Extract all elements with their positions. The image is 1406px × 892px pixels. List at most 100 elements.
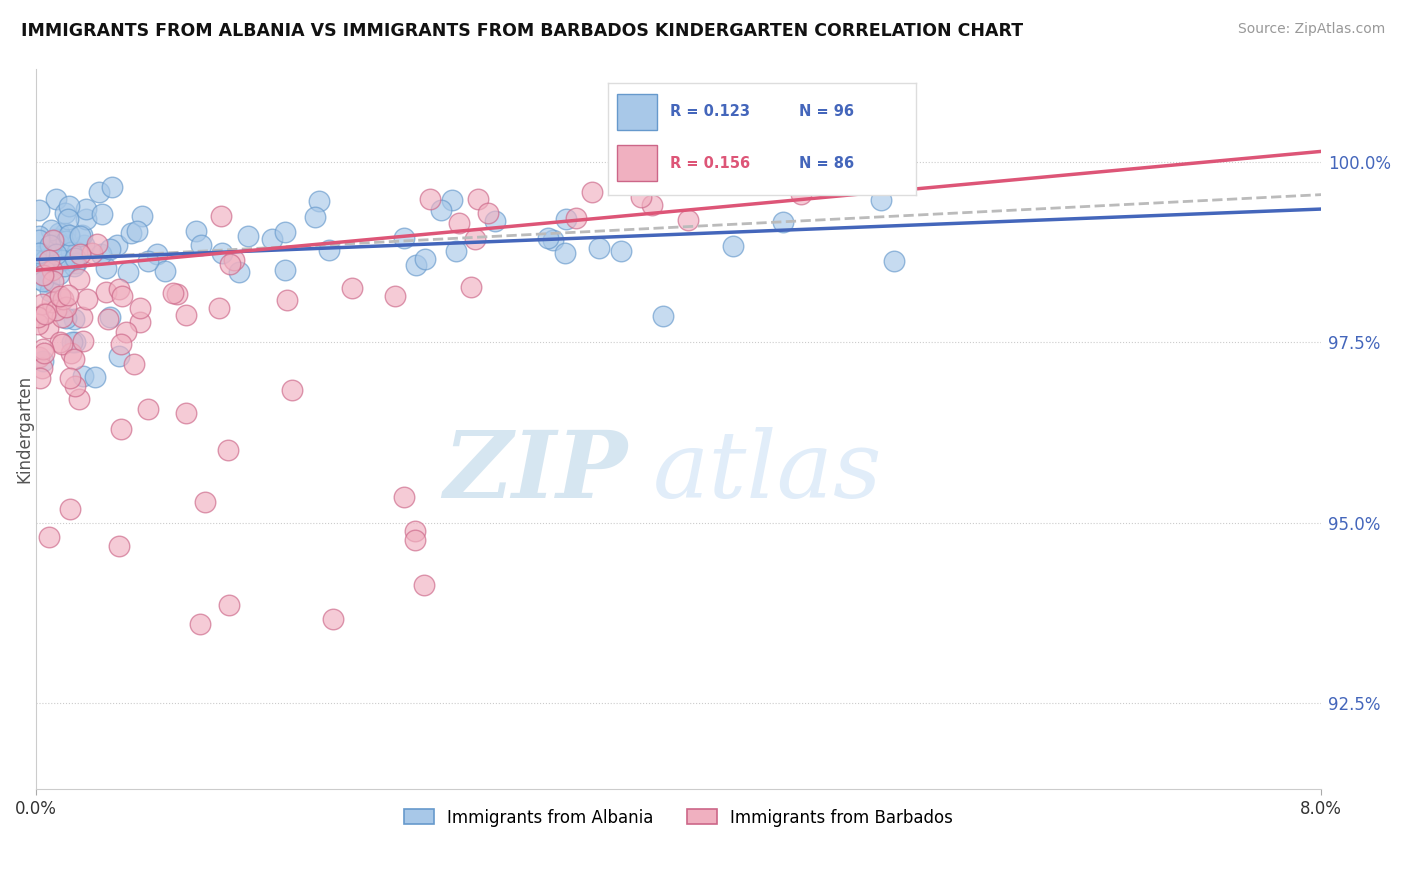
Point — [565, 211, 588, 226]
Point — [69, 246, 91, 260]
Point — [555, 211, 578, 226]
Point — [610, 244, 633, 258]
Point — [32, 268, 55, 282]
Point — [55, 234, 77, 248]
Point — [186, 224, 208, 238]
Point — [747, 163, 769, 178]
Point — [39, 284, 62, 298]
Point — [190, 237, 212, 252]
Point — [166, 286, 188, 301]
Point — [122, 357, 145, 371]
Point — [136, 402, 159, 417]
Point — [65, 335, 87, 350]
Point — [413, 578, 436, 592]
Point — [35, 244, 58, 259]
Point — [63, 259, 86, 273]
Point — [56, 211, 79, 226]
Point — [105, 238, 128, 252]
Point — [38, 253, 60, 268]
Point — [541, 233, 564, 247]
Point — [45, 247, 67, 261]
Point — [110, 422, 132, 436]
Point — [27, 317, 49, 331]
Point — [447, 216, 470, 230]
Text: atlas: atlas — [652, 427, 883, 517]
Point — [45, 303, 67, 318]
Point — [108, 349, 131, 363]
Point — [609, 143, 631, 157]
Point — [129, 301, 152, 315]
Point — [52, 259, 75, 273]
Point — [413, 252, 436, 267]
Point — [53, 205, 76, 219]
Point — [49, 289, 72, 303]
Point — [98, 310, 121, 324]
Point — [188, 617, 211, 632]
Point — [37, 255, 59, 269]
Point — [136, 253, 159, 268]
Point — [67, 272, 90, 286]
Text: Source: ZipAtlas.com: Source: ZipAtlas.com — [1237, 22, 1385, 37]
Point — [58, 198, 80, 212]
Point — [280, 383, 302, 397]
Point — [174, 308, 197, 322]
Y-axis label: Kindergarten: Kindergarten — [15, 375, 34, 483]
Point — [236, 229, 259, 244]
Point — [883, 254, 905, 268]
Point — [342, 281, 364, 295]
Point — [308, 194, 330, 208]
Point — [42, 274, 65, 288]
Point — [651, 309, 673, 323]
Point — [218, 599, 240, 613]
Point — [107, 540, 129, 554]
Point — [44, 234, 66, 248]
Text: IMMIGRANTS FROM ALBANIA VS IMMIGRANTS FROM BARBADOS KINDERGARTEN CORRELATION CHA: IMMIGRANTS FROM ALBANIA VS IMMIGRANTS FR… — [21, 22, 1024, 40]
Point — [464, 232, 486, 246]
Point — [62, 311, 84, 326]
Point — [218, 257, 240, 271]
Point — [34, 346, 56, 360]
Point — [120, 226, 142, 240]
Point — [52, 292, 75, 306]
Point — [174, 406, 197, 420]
Point — [537, 231, 560, 245]
Point — [96, 312, 118, 326]
Point — [51, 252, 73, 267]
Point — [80, 245, 103, 260]
Point — [28, 370, 51, 384]
Point — [31, 360, 53, 375]
Point — [28, 233, 51, 247]
Point — [131, 209, 153, 223]
Point — [641, 198, 664, 212]
Point — [55, 310, 77, 325]
Point — [48, 267, 70, 281]
Point — [63, 351, 86, 366]
Point — [162, 285, 184, 300]
Point — [30, 246, 52, 260]
Point — [41, 295, 63, 310]
Point — [588, 241, 610, 255]
Point — [108, 282, 131, 296]
Point — [394, 490, 416, 504]
Point — [90, 246, 112, 260]
Point — [128, 314, 150, 328]
Point — [467, 192, 489, 206]
Point — [72, 310, 94, 324]
Point — [274, 263, 297, 277]
Point — [30, 244, 52, 259]
Point — [228, 265, 250, 279]
Point — [58, 228, 80, 243]
Point — [87, 185, 110, 199]
Point — [73, 238, 96, 252]
Point — [31, 342, 53, 356]
Point — [59, 371, 82, 385]
Point — [48, 236, 70, 251]
Point — [34, 307, 56, 321]
Point — [59, 245, 82, 260]
Point — [66, 245, 89, 260]
Point — [75, 202, 97, 216]
Point — [404, 524, 426, 538]
Point — [260, 232, 283, 246]
Point — [630, 190, 652, 204]
Point — [48, 226, 70, 240]
